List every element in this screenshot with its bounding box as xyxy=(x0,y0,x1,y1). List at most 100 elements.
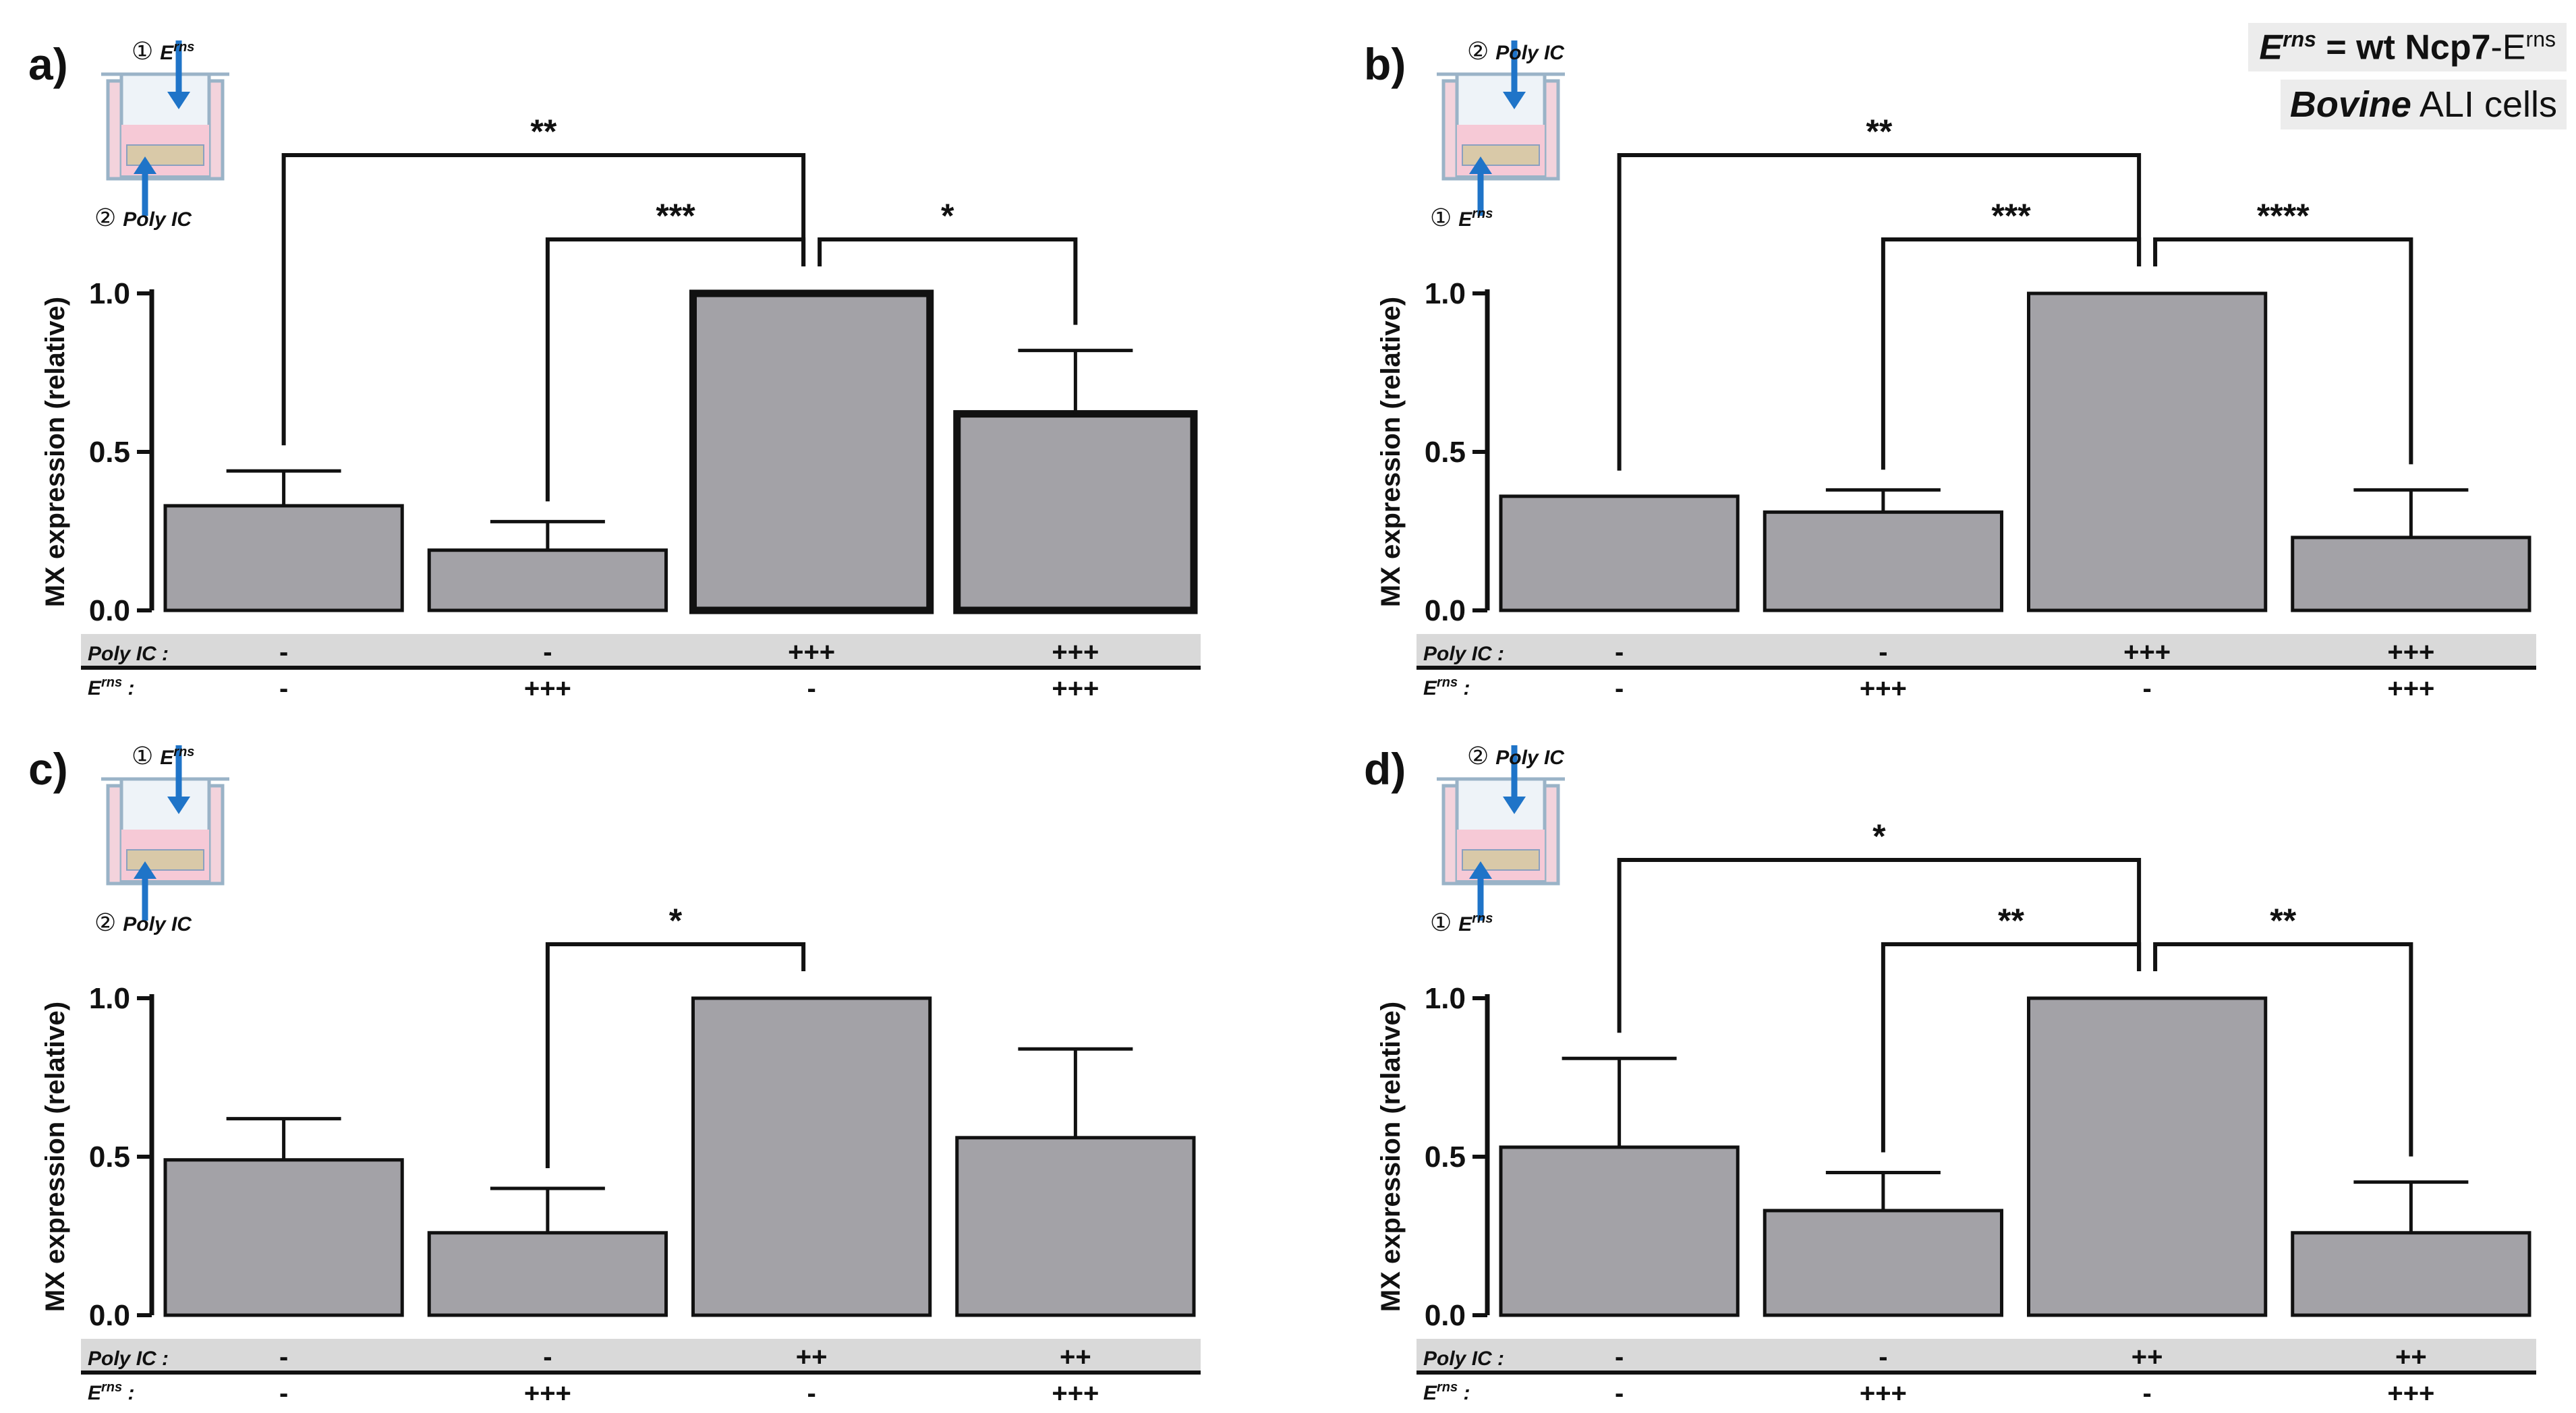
erns-value: - xyxy=(279,674,288,703)
erns-value: - xyxy=(807,674,815,703)
bar xyxy=(953,410,1198,614)
poly-ic-row-label: Poly IC : xyxy=(1423,1348,1504,1370)
significance-label: * xyxy=(941,197,954,235)
y-tick-label: 0.5 xyxy=(1425,1141,1466,1174)
erns-value: - xyxy=(1615,1379,1624,1408)
significance-label: *** xyxy=(656,197,695,235)
inset-top-number: ① Erns xyxy=(132,742,194,770)
bar-chart: c) ① Erns ② Poly IC 0.0 0.5 1.0 MX expression … xyxy=(28,742,1201,1408)
bar xyxy=(163,504,404,612)
erns-row-label-colon: : xyxy=(1458,677,1470,699)
significance-label: **** xyxy=(2257,197,2310,235)
legend-bovine: Bovine xyxy=(2289,84,2411,125)
bar xyxy=(2291,536,2531,612)
inset-bottom-number: ② Poly IC xyxy=(94,204,192,231)
inset-top-number: ② Poly IC xyxy=(1467,742,1565,770)
erns-row-label: Erns : xyxy=(1423,675,1470,699)
poly-ic-value: - xyxy=(543,1342,552,1372)
erns-row-label: Erns : xyxy=(1423,1380,1470,1404)
inset-top-sup: rns xyxy=(173,745,194,759)
y-tick-label: 0.5 xyxy=(89,1141,130,1174)
significance-bracket xyxy=(2153,237,2413,465)
bar-chart: b) ② Poly IC ① Erns 0.0 0.5 1.0 MX expression … xyxy=(1364,37,2536,703)
legend-e-sup: rns xyxy=(2283,27,2316,51)
poly-ic-row-label: Poly IC : xyxy=(1423,643,1504,665)
poly-ic-value: ++ xyxy=(2131,1342,2163,1372)
legend-ali-cells: ALI cells xyxy=(2411,84,2557,125)
significance-label: * xyxy=(1872,817,1886,855)
bar xyxy=(427,1231,668,1317)
erns-value: +++ xyxy=(1052,674,1099,703)
significance-bracket xyxy=(2153,942,2413,1157)
panel-b: b) ② Poly IC ① Erns 0.0 0.5 1.0 MX expression … xyxy=(1336,0,2550,708)
poly-ic-row-label: Poly IC : xyxy=(88,643,169,665)
arrow-down-icon xyxy=(1503,92,1526,109)
cell-layer xyxy=(1462,849,1540,871)
arrow-up-icon xyxy=(1469,861,1492,879)
erns-value: +++ xyxy=(2387,1379,2434,1408)
panel-label: b) xyxy=(1364,39,1406,89)
poly-ic-value: +++ xyxy=(2123,637,2171,667)
erns-value: +++ xyxy=(1860,674,1907,703)
erns-row-label-sup: rns xyxy=(101,675,122,690)
erns-row-label-colon: : xyxy=(122,677,134,699)
poly-ic-value: - xyxy=(1615,1342,1624,1372)
significance-label: ** xyxy=(530,113,556,150)
poly-ic-value: +++ xyxy=(2387,637,2434,667)
poly-ic-value: - xyxy=(1615,637,1624,667)
significance-bracket xyxy=(818,237,1078,325)
arrow-up-icon xyxy=(134,156,156,174)
panel-label: d) xyxy=(1364,744,1406,794)
significance-label: ** xyxy=(1998,902,2024,940)
well-inset-icon: ① Erns ② Poly IC xyxy=(94,742,229,936)
y-tick-label: 1.0 xyxy=(89,982,130,1015)
inset-top-sup: rns xyxy=(173,40,194,55)
inset-bottom-number: ① Erns xyxy=(1430,909,1493,936)
erns-value: - xyxy=(2142,1379,2151,1408)
y-axis-label: MX expression (relative) xyxy=(1376,297,1406,607)
erns-row-label-sup: rns xyxy=(101,1380,122,1395)
significance-label: ** xyxy=(2270,902,2296,940)
legend-cell-type: Bovine ALI cells xyxy=(2280,80,2567,129)
erns-value: - xyxy=(2142,674,2151,703)
erns-value: +++ xyxy=(524,674,571,703)
bar xyxy=(2027,291,2268,612)
arrow-up-icon xyxy=(134,861,156,879)
poly-ic-value: +++ xyxy=(788,637,835,667)
erns-row-label-sup: rns xyxy=(1437,675,1458,690)
y-tick-label: 1.0 xyxy=(1425,277,1466,310)
erns-value: - xyxy=(1615,674,1624,703)
y-tick-label: 1.0 xyxy=(1425,982,1466,1015)
erns-value: +++ xyxy=(2387,674,2434,703)
significance-bracket xyxy=(545,942,806,1168)
bar xyxy=(955,1136,1196,1317)
bar xyxy=(1499,1145,1740,1317)
poly-ic-value: ++ xyxy=(1060,1342,1091,1372)
bar xyxy=(427,548,668,612)
arrow-up-icon xyxy=(1469,156,1492,174)
y-tick-label: 0.0 xyxy=(1425,1299,1466,1332)
inset-bottom-number: ② Poly IC xyxy=(94,909,192,936)
erns-row-label-sup: rns xyxy=(1437,1380,1458,1395)
poly-ic-row-band xyxy=(81,634,1201,668)
erns-row-label-colon: : xyxy=(1458,1382,1470,1404)
y-axis-label: MX expression (relative) xyxy=(1376,1002,1406,1312)
bar xyxy=(163,1158,404,1317)
bar xyxy=(1499,494,1740,612)
arrow-down-icon xyxy=(1503,797,1526,814)
poly-ic-value: - xyxy=(1879,1342,1887,1372)
significance-label: *** xyxy=(1991,197,2031,235)
significance-bracket xyxy=(1881,942,2142,1153)
legend-suffix: -E xyxy=(2490,28,2526,67)
y-tick-label: 0.0 xyxy=(1425,594,1466,627)
y-tick-label: 1.0 xyxy=(89,277,130,310)
poly-ic-row-band xyxy=(1416,634,2536,668)
poly-ic-row-band xyxy=(1416,1339,2536,1373)
poly-ic-value: - xyxy=(1879,637,1887,667)
legend-erns-definition: Erns = wt Ncp7-Erns xyxy=(2248,23,2567,72)
cell-layer xyxy=(126,144,204,166)
inset-bottom-number: ① Erns xyxy=(1430,204,1493,231)
bar xyxy=(1763,1209,2003,1317)
bar xyxy=(2291,1231,2531,1317)
well-inset-icon: ② Poly IC ① Erns xyxy=(1430,37,1565,231)
